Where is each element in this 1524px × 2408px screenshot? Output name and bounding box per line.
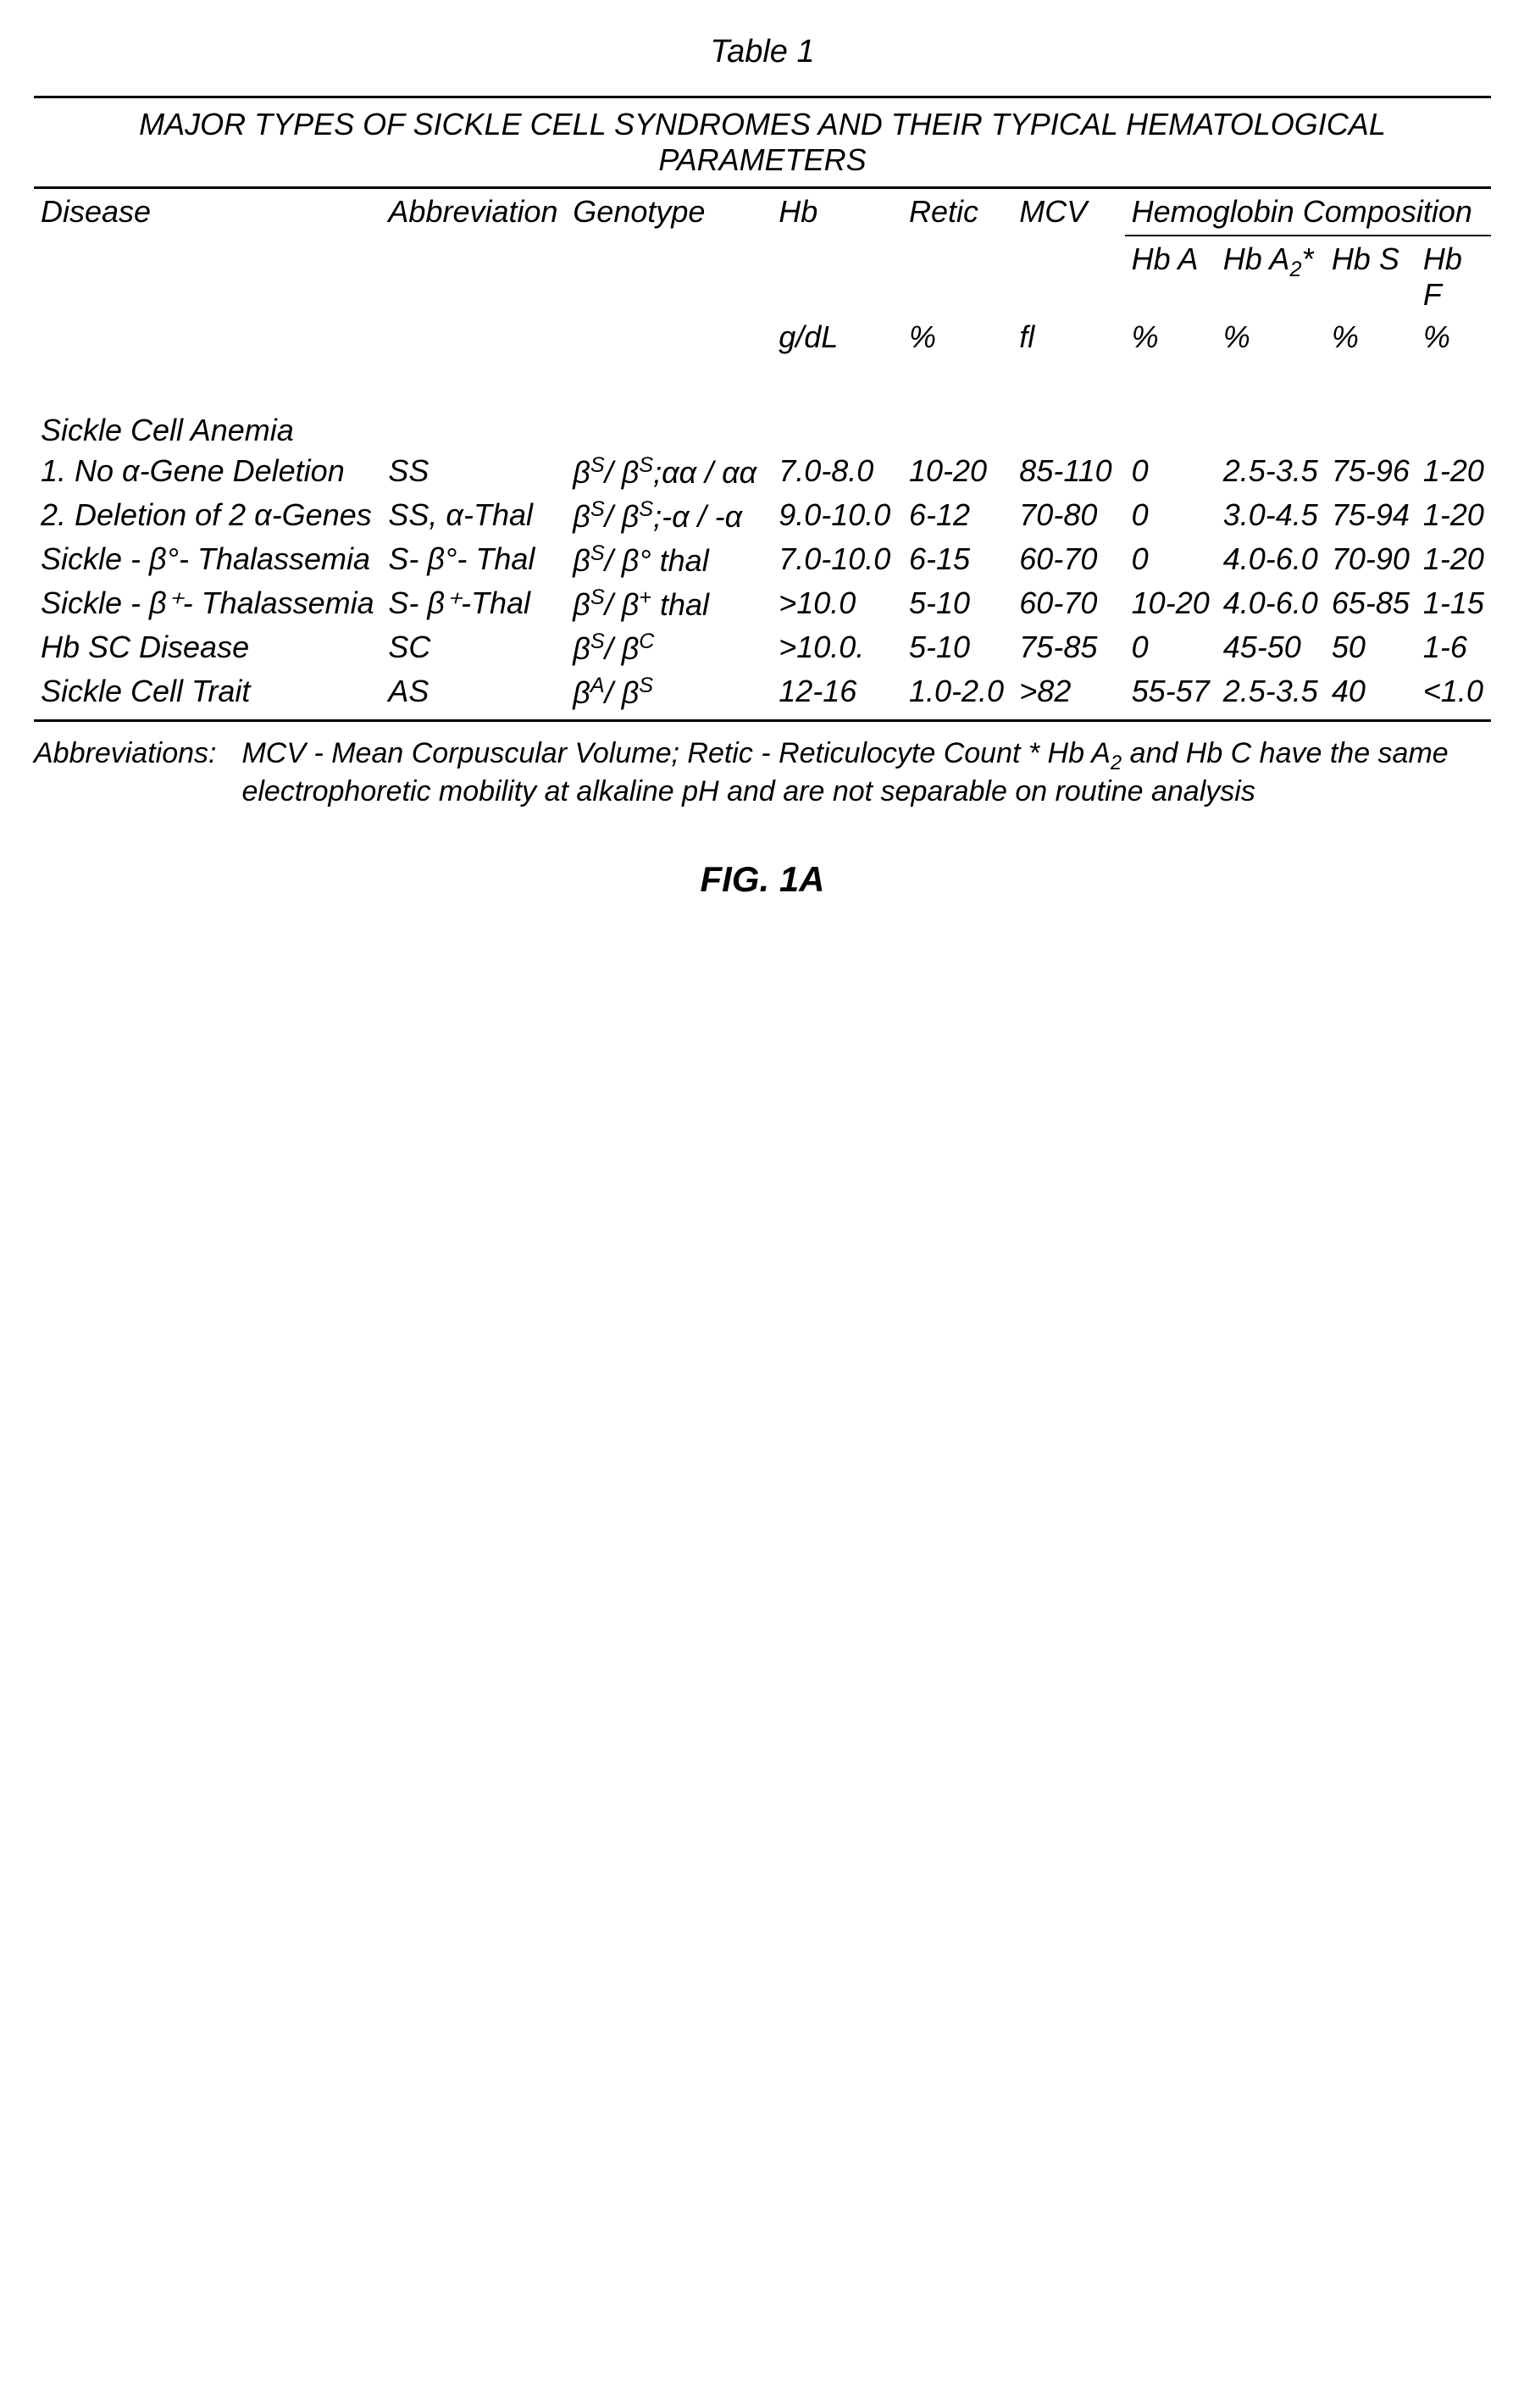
cell-abbr: SS xyxy=(381,450,566,494)
cell-genotype: βS/ βC xyxy=(566,626,772,670)
cell-hb: >10.0 xyxy=(772,582,902,626)
cell-genotype: βS/ βS;αα / αα xyxy=(566,450,772,494)
cell-disease: Sickle - β⁺- Thalassemia xyxy=(34,582,381,626)
sickle-cell-table: MAJOR TYPES OF SICKLE CELL SYNDROMES AND… xyxy=(34,96,1491,722)
cell-retic: 6-12 xyxy=(902,494,1012,538)
col-disease: Disease xyxy=(34,188,381,236)
cell-mcv: 60-70 xyxy=(1012,538,1124,582)
figure-label: FIG. 1A xyxy=(34,859,1491,900)
col-retic: Retic xyxy=(902,188,1012,236)
cell-retic: 5-10 xyxy=(902,626,1012,670)
cell-abbr: AS xyxy=(381,670,566,721)
cell-mcv: >82 xyxy=(1012,670,1124,721)
col-abbreviation: Abbreviation xyxy=(381,188,566,236)
table-title: MAJOR TYPES OF SICKLE CELL SYNDROMES AND… xyxy=(34,97,1491,188)
unit-hba2: % xyxy=(1216,318,1325,363)
cell-hbs: 50 xyxy=(1325,626,1416,670)
col-genotype: Genotype xyxy=(566,188,772,236)
cell-retic: 5-10 xyxy=(902,582,1012,626)
cell-disease: 2. Deletion of 2 α-Genes xyxy=(34,494,381,538)
cell-mcv: 70-80 xyxy=(1012,494,1124,538)
table-row: 1. No α-Gene DeletionSSβS/ βS;αα / αα7.0… xyxy=(34,450,1491,494)
col-mcv: MCV xyxy=(1012,188,1124,236)
footnote-text: MCV - Mean Corpuscular Volume; Retic - R… xyxy=(241,737,1491,808)
cell-abbr: SC xyxy=(381,626,566,670)
cell-hb: 9.0-10.0 xyxy=(772,494,902,538)
col-hemoglobin-composition: Hemoglobin Composition xyxy=(1125,188,1491,236)
col-hba: Hb A xyxy=(1125,236,1216,318)
cell-genotype: βS/ β° thal xyxy=(566,538,772,582)
cell-genotype: βS/ β+ thal xyxy=(566,582,772,626)
cell-hba2: 4.0-6.0 xyxy=(1216,582,1325,626)
unit-hbf: % xyxy=(1416,318,1491,363)
cell-hb: 7.0-8.0 xyxy=(772,450,902,494)
cell-hbs: 65-85 xyxy=(1325,582,1416,626)
cell-hbf: <1.0 xyxy=(1416,670,1491,721)
cell-hba2: 45-50 xyxy=(1216,626,1325,670)
cell-hbs: 70-90 xyxy=(1325,538,1416,582)
cell-hb: >10.0. xyxy=(772,626,902,670)
cell-abbr: SS, α-Thal xyxy=(381,494,566,538)
unit-retic: % xyxy=(902,318,1012,363)
cell-hb: 7.0-10.0 xyxy=(772,538,902,582)
cell-hbf: 1-15 xyxy=(1416,582,1491,626)
table-row: Sickle - β°- ThalassemiaS- β°- ThalβS/ β… xyxy=(34,538,1491,582)
cell-hba2: 2.5-3.5 xyxy=(1216,450,1325,494)
cell-genotype: βA/ βS xyxy=(566,670,772,721)
unit-hba: % xyxy=(1125,318,1216,363)
cell-mcv: 60-70 xyxy=(1012,582,1124,626)
cell-disease: Hb SC Disease xyxy=(34,626,381,670)
cell-hba2: 2.5-3.5 xyxy=(1216,670,1325,721)
unit-mcv: fl xyxy=(1012,318,1124,363)
cell-retic: 10-20 xyxy=(902,450,1012,494)
col-hba2: Hb A2* xyxy=(1216,236,1325,318)
cell-hbs: 75-94 xyxy=(1325,494,1416,538)
cell-disease: 1. No α-Gene Deletion xyxy=(34,450,381,494)
cell-retic: 1.0-2.0 xyxy=(902,670,1012,721)
footnote: Abbreviations: MCV - Mean Corpuscular Vo… xyxy=(34,737,1491,808)
table-row: Hb SC DiseaseSCβS/ βC>10.0.5-1075-85045-… xyxy=(34,626,1491,670)
unit-hb: g/dL xyxy=(772,318,902,363)
cell-hba: 10-20 xyxy=(1125,582,1216,626)
cell-genotype: βS/ βS;-α / -α xyxy=(566,494,772,538)
cell-hba: 55-57 xyxy=(1125,670,1216,721)
cell-hba: 0 xyxy=(1125,450,1216,494)
cell-retic: 6-15 xyxy=(902,538,1012,582)
cell-hba: 0 xyxy=(1125,494,1216,538)
cell-hbf: 1-6 xyxy=(1416,626,1491,670)
cell-hbf: 1-20 xyxy=(1416,450,1491,494)
section-sickle-cell-anemia: Sickle Cell Anemia xyxy=(34,406,1491,450)
cell-hba2: 4.0-6.0 xyxy=(1216,538,1325,582)
cell-mcv: 75-85 xyxy=(1012,626,1124,670)
col-hb: Hb xyxy=(772,188,902,236)
cell-hb: 12-16 xyxy=(772,670,902,721)
table-row: Sickle - β⁺- ThalassemiaS- β⁺-ThalβS/ β+… xyxy=(34,582,1491,626)
cell-hbf: 1-20 xyxy=(1416,538,1491,582)
cell-hbs: 40 xyxy=(1325,670,1416,721)
cell-disease: Sickle Cell Trait xyxy=(34,670,381,721)
cell-abbr: S- β⁺-Thal xyxy=(381,582,566,626)
cell-hba: 0 xyxy=(1125,538,1216,582)
cell-hbf: 1-20 xyxy=(1416,494,1491,538)
cell-hba2: 3.0-4.5 xyxy=(1216,494,1325,538)
cell-abbr: S- β°- Thal xyxy=(381,538,566,582)
table-row: 2. Deletion of 2 α-GenesSS, α-ThalβS/ βS… xyxy=(34,494,1491,538)
cell-hba: 0 xyxy=(1125,626,1216,670)
table-row: Sickle Cell TraitASβA/ βS12-161.0-2.0>82… xyxy=(34,670,1491,721)
footnote-label: Abbreviations: xyxy=(34,737,241,808)
cell-hbs: 75-96 xyxy=(1325,450,1416,494)
cell-disease: Sickle - β°- Thalassemia xyxy=(34,538,381,582)
unit-hbs: % xyxy=(1325,318,1416,363)
col-hbf: Hb F xyxy=(1416,236,1491,318)
table-caption: Table 1 xyxy=(34,34,1491,70)
col-hbs: Hb S xyxy=(1325,236,1416,318)
cell-mcv: 85-110 xyxy=(1012,450,1124,494)
